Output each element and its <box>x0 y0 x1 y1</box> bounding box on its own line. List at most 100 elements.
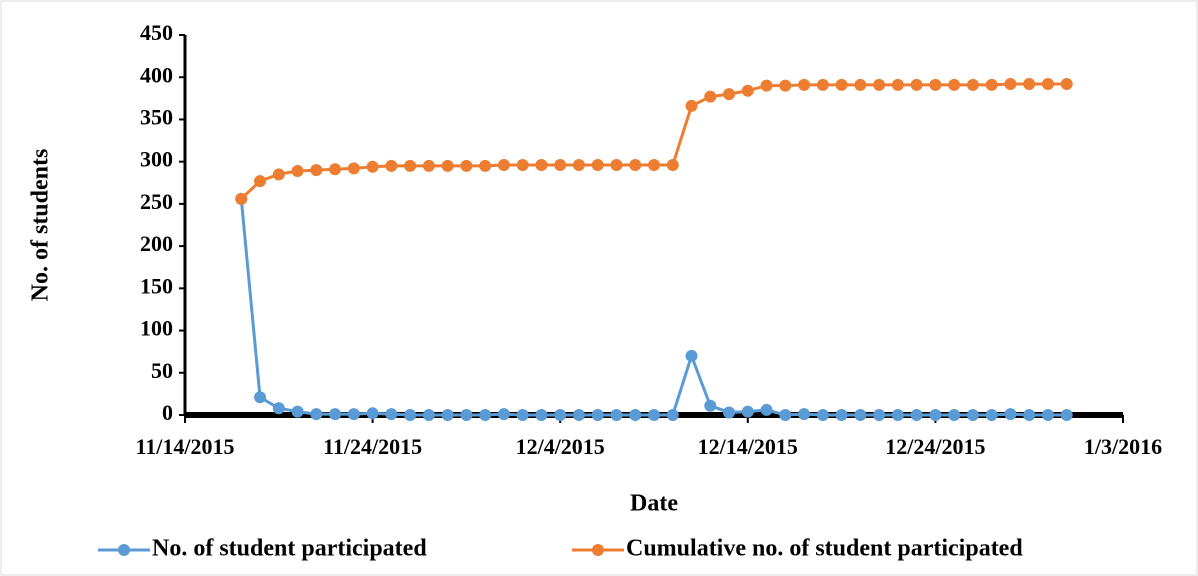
data-point <box>704 399 717 412</box>
y-tick-label: 100 <box>140 316 173 341</box>
data-point <box>685 99 698 112</box>
data-point <box>366 407 379 420</box>
data-point <box>779 79 792 92</box>
legend-swatch-marker <box>592 544 604 556</box>
data-point <box>966 78 979 91</box>
data-point <box>666 159 679 172</box>
data-point <box>385 408 398 421</box>
data-point <box>310 408 323 421</box>
data-point <box>629 409 642 421</box>
data-point <box>460 159 473 172</box>
data-point <box>723 406 736 419</box>
data-point <box>1023 409 1036 421</box>
data-point <box>291 164 304 177</box>
data-point <box>798 78 811 91</box>
data-point <box>760 79 773 92</box>
data-point <box>516 159 529 172</box>
data-point <box>610 409 623 421</box>
data-point <box>535 159 548 172</box>
data-point <box>554 409 567 421</box>
data-point <box>873 78 886 91</box>
data-point <box>572 409 585 421</box>
data-point <box>891 409 904 421</box>
data-point <box>1004 77 1017 90</box>
y-tick-label: 350 <box>140 104 173 129</box>
x-tick-label: 12/24/2015 <box>885 434 985 459</box>
data-point <box>835 409 848 421</box>
y-tick-label: 450 <box>140 20 173 45</box>
data-point <box>666 409 679 421</box>
data-point <box>591 409 604 421</box>
data-point <box>891 78 904 91</box>
data-point <box>948 78 961 91</box>
data-point <box>591 159 604 172</box>
data-point <box>779 409 792 421</box>
data-point <box>254 391 267 404</box>
data-point <box>610 159 623 172</box>
data-point <box>985 78 998 91</box>
data-point <box>629 159 642 172</box>
data-point <box>497 408 510 421</box>
data-point <box>272 168 285 181</box>
data-point <box>835 78 848 91</box>
x-tick-label: 12/14/2015 <box>698 434 798 459</box>
data-point <box>929 78 942 91</box>
y-tick-label: 50 <box>151 358 173 383</box>
data-point <box>329 163 342 176</box>
data-point <box>347 408 360 421</box>
data-point <box>929 409 942 421</box>
y-axis-title: No. of students <box>28 149 54 302</box>
data-point <box>310 164 323 177</box>
x-tick-label: 11/14/2015 <box>135 434 234 459</box>
data-point <box>460 409 473 421</box>
data-point <box>441 159 454 172</box>
legend-swatch-marker <box>118 544 130 556</box>
data-point <box>291 405 304 418</box>
data-point <box>422 409 435 421</box>
x-tick-label: 1/3/2016 <box>1084 434 1162 459</box>
data-point <box>854 409 867 421</box>
y-tick-label: 150 <box>140 273 173 298</box>
x-tick-label: 12/4/2015 <box>516 434 605 459</box>
data-point <box>948 409 961 421</box>
data-point <box>966 409 979 421</box>
data-point <box>816 78 829 91</box>
data-point <box>985 409 998 421</box>
data-point <box>910 409 923 421</box>
data-point <box>854 78 867 91</box>
data-point <box>1041 77 1054 90</box>
y-tick-label: 250 <box>140 189 173 214</box>
data-point <box>329 408 342 421</box>
data-point <box>554 159 567 172</box>
data-point <box>741 405 754 418</box>
data-point <box>479 409 492 421</box>
data-point <box>422 159 435 172</box>
data-point <box>1004 408 1017 421</box>
data-point <box>366 160 379 173</box>
x-axis-title: Date <box>630 491 678 517</box>
data-point <box>685 349 698 362</box>
data-point <box>873 409 886 421</box>
data-point <box>648 159 660 172</box>
data-point <box>704 90 717 103</box>
data-point <box>516 409 529 421</box>
data-point <box>404 159 417 172</box>
x-tick-label: 11/24/2015 <box>323 434 422 459</box>
data-point <box>816 409 829 421</box>
data-point <box>1023 77 1036 90</box>
data-point <box>723 88 736 101</box>
data-point <box>760 403 773 416</box>
data-point <box>1060 409 1073 421</box>
data-point <box>272 402 285 415</box>
y-tick-label: 0 <box>162 400 173 425</box>
data-point <box>479 159 492 172</box>
data-point <box>497 159 510 172</box>
y-tick-label: 200 <box>140 231 173 256</box>
data-point <box>254 175 267 188</box>
data-point <box>572 159 585 172</box>
data-point <box>798 408 811 421</box>
data-point <box>385 159 398 172</box>
data-point <box>1060 77 1073 90</box>
data-point <box>1041 409 1054 421</box>
